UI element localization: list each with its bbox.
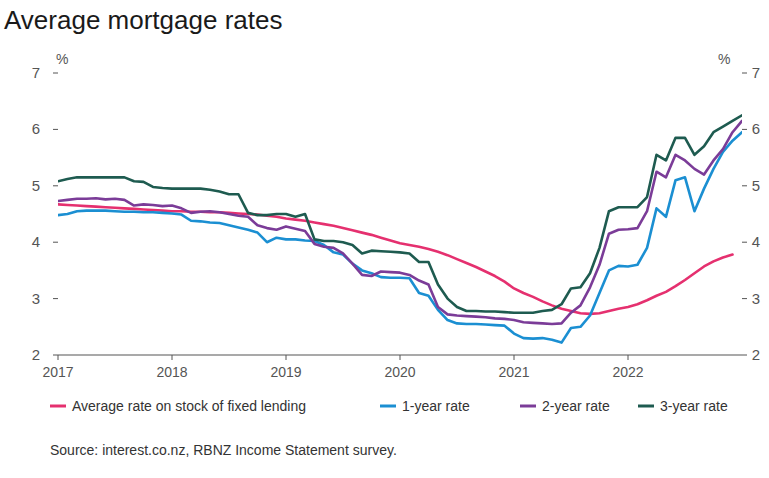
x-tick-label: 2017 <box>42 364 73 380</box>
legend-label: 1-year rate <box>402 398 470 414</box>
y2-tick <box>742 73 747 74</box>
source: Source: interest.co.nz, RBNZ Income Stat… <box>50 442 397 458</box>
y2-tick <box>742 355 747 356</box>
plot-area <box>58 115 742 342</box>
y2-tick <box>742 242 747 243</box>
series-line <box>58 132 742 342</box>
y-tick-label: 7 <box>32 64 40 81</box>
y2-tick-label: 7 <box>752 64 760 81</box>
title: Average mortgage rates <box>4 5 282 35</box>
x-tick-label: 2018 <box>156 364 187 380</box>
x-tick-label: 2020 <box>384 364 415 380</box>
y2-tick <box>742 298 747 299</box>
legend-swatch <box>638 405 654 408</box>
x-tick-label: 2019 <box>270 364 301 380</box>
series-line <box>58 121 742 324</box>
y-tick-label: 6 <box>32 120 40 137</box>
legend-label: 2-year rate <box>542 398 610 414</box>
y2-tick-label: 5 <box>752 177 760 194</box>
x-tick <box>58 355 59 360</box>
y-tick-label: 2 <box>32 346 40 363</box>
x-tick <box>286 355 287 360</box>
y2-tick-label: 2 <box>752 346 760 363</box>
x-tick <box>628 355 629 360</box>
y2-tick <box>742 129 747 130</box>
x-tick <box>514 355 515 360</box>
y-tick-label: 4 <box>32 233 40 250</box>
y2-tick-label: 4 <box>752 233 760 250</box>
y-tick <box>53 73 58 74</box>
series-line <box>58 115 742 312</box>
x-tick-label: 2021 <box>498 364 529 380</box>
y-tick <box>53 185 58 186</box>
chart: Average mortgage rates%% 2 2 3 3 4 4 5 5 6 6 7 7 2017… <box>0 0 769 478</box>
y-tick <box>53 129 58 130</box>
legend-label: Average rate on stock of fixed lending <box>72 398 306 414</box>
y-tick <box>53 355 58 356</box>
x-tick-label: 2022 <box>612 364 643 380</box>
y2-tick <box>742 185 747 186</box>
y2-tick-label: 3 <box>752 290 760 307</box>
y2-tick-label: 6 <box>752 120 760 137</box>
series-line <box>58 204 733 313</box>
legend-swatch <box>380 405 396 408</box>
legend-swatch <box>50 405 66 408</box>
y-tick <box>53 242 58 243</box>
y-tick-label: 3 <box>32 290 40 307</box>
x-tick <box>400 355 401 360</box>
y-tick-label: 5 <box>32 177 40 194</box>
legend-label: 3-year rate <box>660 398 728 414</box>
y-axis-label: % <box>56 51 68 67</box>
y2-axis-label: % <box>718 51 730 67</box>
y-tick <box>53 298 58 299</box>
legend-swatch <box>520 405 536 408</box>
x-tick <box>172 355 173 360</box>
